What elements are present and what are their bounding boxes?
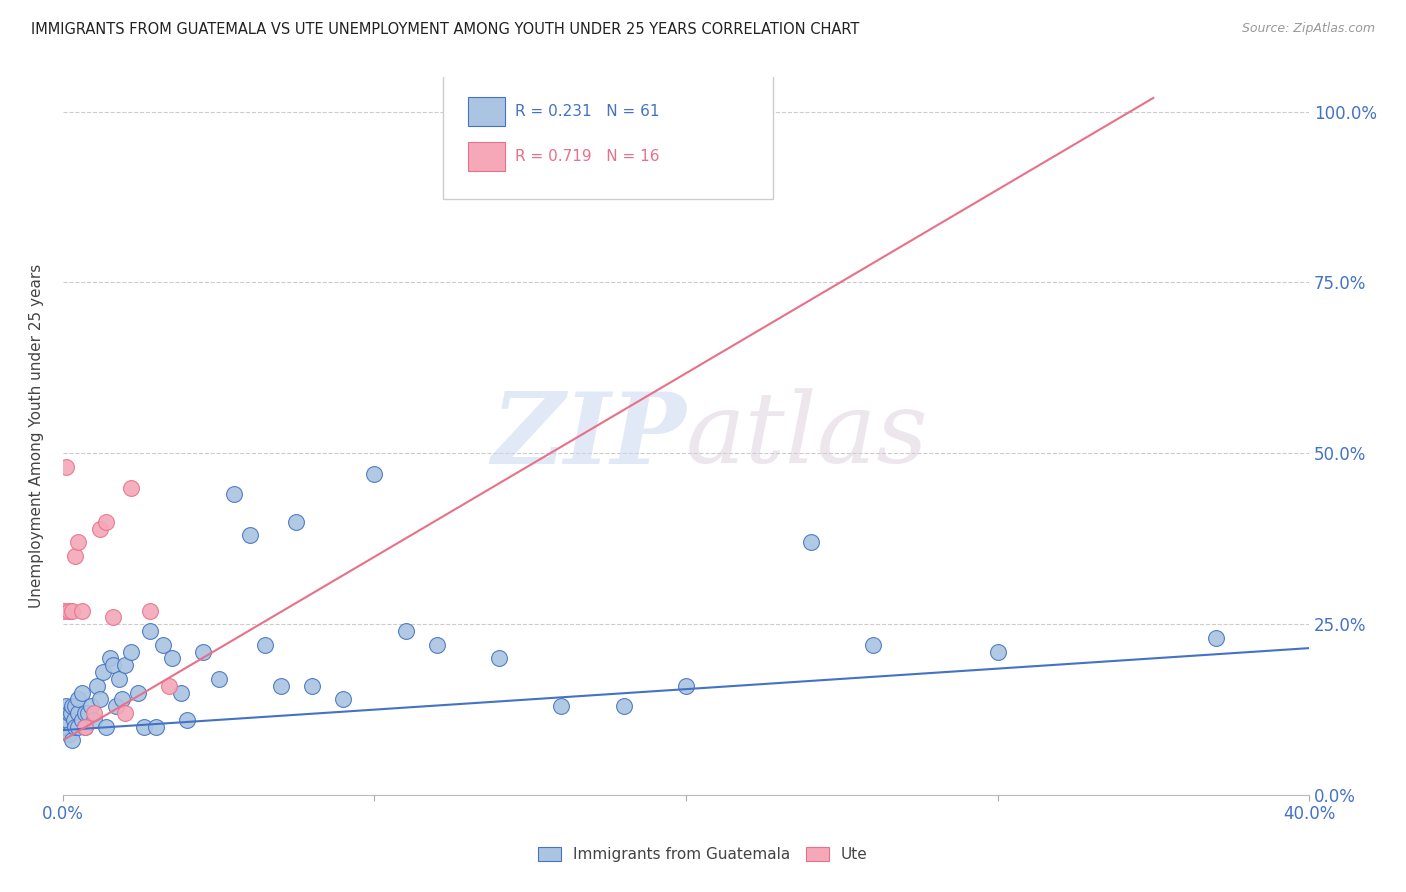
Point	[675, 679, 697, 693]
Point	[488, 651, 510, 665]
Point	[550, 699, 572, 714]
Point	[613, 699, 636, 714]
Point	[108, 672, 131, 686]
Point	[254, 638, 277, 652]
Point	[986, 644, 1008, 658]
Point	[152, 638, 174, 652]
Point	[363, 467, 385, 481]
Point	[98, 651, 121, 665]
Point	[65, 549, 87, 563]
Point	[56, 713, 79, 727]
Point	[83, 713, 105, 727]
Point	[285, 515, 308, 529]
Point	[58, 706, 80, 720]
Point	[394, 624, 416, 638]
Point	[157, 679, 180, 693]
FancyBboxPatch shape	[443, 74, 773, 200]
Point	[60, 603, 83, 617]
Point	[270, 679, 292, 693]
Point	[58, 603, 80, 617]
Point	[301, 679, 323, 693]
Point	[239, 528, 262, 542]
Point	[101, 658, 124, 673]
FancyBboxPatch shape	[468, 142, 505, 170]
Point	[170, 685, 193, 699]
Point	[160, 651, 183, 665]
Point	[139, 624, 162, 638]
Text: Source: ZipAtlas.com: Source: ZipAtlas.com	[1241, 22, 1375, 36]
Point	[332, 692, 354, 706]
Point	[55, 460, 77, 475]
Point	[114, 658, 136, 673]
Point	[65, 720, 87, 734]
Point	[96, 515, 118, 529]
Point	[67, 535, 90, 549]
Point	[73, 706, 96, 720]
Point	[862, 638, 884, 652]
Point	[70, 685, 93, 699]
Point	[139, 603, 162, 617]
Point	[207, 672, 229, 686]
Point	[83, 706, 105, 720]
Point	[120, 481, 142, 495]
Point	[76, 706, 98, 720]
Point	[120, 644, 142, 658]
Point	[73, 720, 96, 734]
Point	[67, 720, 90, 734]
Point	[224, 487, 246, 501]
Point	[111, 692, 134, 706]
Point	[60, 733, 83, 747]
Text: R = 0.231   N = 61: R = 0.231 N = 61	[515, 103, 659, 119]
Point	[67, 692, 90, 706]
FancyBboxPatch shape	[468, 97, 505, 126]
Point	[73, 720, 96, 734]
Point	[59, 706, 82, 720]
Legend: Immigrants from Guatemala, Ute: Immigrants from Guatemala, Ute	[531, 841, 875, 868]
Point	[55, 720, 77, 734]
Point	[65, 699, 87, 714]
Point	[1205, 631, 1227, 645]
Point	[104, 699, 127, 714]
Point	[60, 699, 83, 714]
Point	[176, 713, 198, 727]
Point	[101, 610, 124, 624]
Y-axis label: Unemployment Among Youth under 25 years: Unemployment Among Youth under 25 years	[30, 264, 44, 608]
Point	[91, 665, 114, 679]
Point	[89, 522, 111, 536]
Point	[55, 699, 77, 714]
Text: atlas: atlas	[686, 389, 929, 483]
Point	[53, 720, 76, 734]
Point	[127, 685, 149, 699]
Point	[80, 699, 103, 714]
Text: IMMIGRANTS FROM GUATEMALA VS UTE UNEMPLOYMENT AMONG YOUTH UNDER 25 YEARS CORRELA: IMMIGRANTS FROM GUATEMALA VS UTE UNEMPLO…	[31, 22, 859, 37]
Point	[70, 713, 93, 727]
Point	[800, 535, 823, 549]
Point	[86, 679, 108, 693]
Point	[58, 726, 80, 740]
Point	[96, 720, 118, 734]
Point	[132, 720, 155, 734]
Point	[114, 706, 136, 720]
Point	[426, 638, 449, 652]
Point	[191, 644, 214, 658]
Text: ZIP: ZIP	[491, 388, 686, 484]
Point	[145, 720, 167, 734]
Text: R = 0.719   N = 16: R = 0.719 N = 16	[515, 149, 659, 164]
Point	[53, 603, 76, 617]
Point	[70, 603, 93, 617]
Point	[62, 713, 84, 727]
Point	[67, 706, 90, 720]
Point	[89, 692, 111, 706]
